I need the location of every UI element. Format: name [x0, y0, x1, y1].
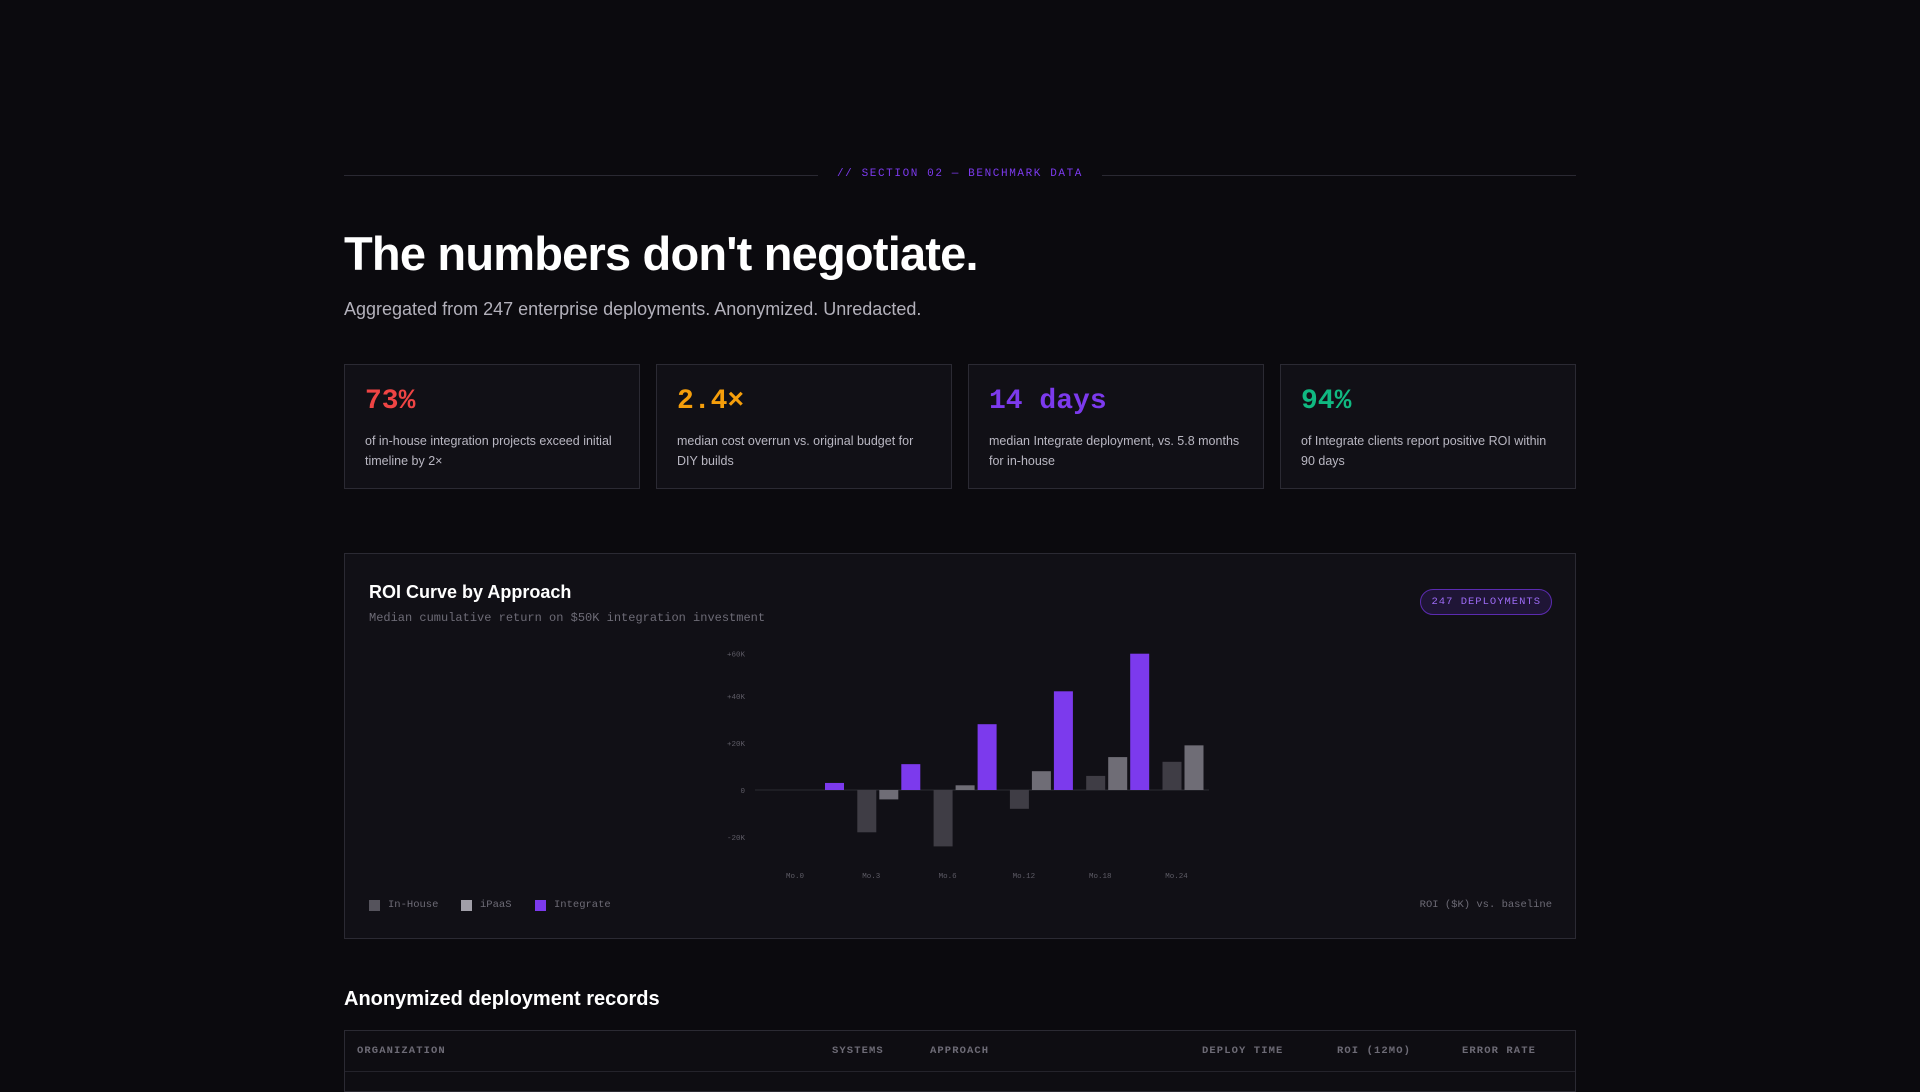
x-tick-label: Mo.24	[1165, 873, 1188, 881]
x-tick-label: Mo.18	[1089, 873, 1112, 881]
section-label: // SECTION 02 — BENCHMARK DATA	[836, 168, 1084, 180]
bar-ipaas-mo24	[1184, 745, 1204, 790]
stat-card: 94% of Integrate clients report positive…	[1280, 364, 1576, 489]
column-header-organization[interactable]: ORGANIZATION	[357, 1045, 446, 1057]
column-header-systems[interactable]: SYSTEMS	[832, 1045, 884, 1057]
x-tick-label: Mo.6	[939, 873, 958, 881]
column-header-roi[interactable]: ROI (12MO)	[1337, 1045, 1412, 1057]
column-header-approach[interactable]: APPROACH	[930, 1045, 990, 1057]
stat-description: median Integrate deployment, vs. 5.8 mon…	[989, 434, 1240, 468]
records-title: Anonymized deployment records	[344, 988, 660, 1010]
stat-value: 14 days	[989, 386, 1107, 417]
bar-in-house-mo6	[933, 790, 953, 847]
x-tick-label: Mo.3	[862, 873, 881, 881]
divider-rule-left	[344, 175, 818, 176]
stat-description: median cost overrun vs. original budget …	[677, 434, 914, 468]
page-subhead: Aggregated from 247 enterprise deploymen…	[344, 299, 922, 319]
y-tick-label: -20K	[727, 835, 746, 843]
deployments-badge: 247 DEPLOYMENTS	[1420, 589, 1552, 615]
section-divider: // SECTION 02 — BENCHMARK DATA	[344, 168, 1576, 180]
stat-cards: 73% of in-house integration projects exc…	[344, 364, 1576, 489]
legend-label: In-House	[388, 899, 439, 911]
page-headline: The numbers don't negotiate.	[344, 227, 979, 280]
y-tick-label: +60K	[727, 652, 746, 660]
bar-in-house-mo12	[1009, 790, 1029, 809]
bar-ipaas-mo6	[955, 785, 975, 790]
stat-card: 73% of in-house integration projects exc…	[344, 364, 640, 489]
stat-card: 2.4× median cost overrun vs. original bu…	[656, 364, 952, 489]
stat-value: 73%	[365, 386, 416, 417]
chart-title: ROI Curve by Approach	[369, 582, 572, 602]
stat-value: 2.4×	[677, 386, 745, 417]
stat-value: 94%	[1301, 386, 1352, 417]
bar-integrate-mo18	[1130, 653, 1150, 790]
bar-integrate-mo0	[825, 782, 844, 790]
stat-description: of in-house integration projects exceed …	[365, 434, 612, 468]
bar-ipaas-mo3	[879, 790, 899, 800]
legend-swatch	[461, 900, 472, 911]
records-table: ORGANIZATION SYSTEMS APPROACH DEPLOY TIM…	[344, 1030, 1576, 1092]
legend-label: Integrate	[554, 899, 611, 911]
bar-integrate-mo12	[1053, 691, 1073, 790]
bar-in-house-mo18	[1086, 775, 1106, 790]
legend-swatch	[535, 900, 546, 911]
stat-card: 14 days median Integrate deployment, vs.…	[968, 364, 1264, 489]
column-header-deploy-time[interactable]: DEPLOY TIME	[1202, 1045, 1284, 1057]
column-header-error-rate[interactable]: ERROR RATE	[1462, 1045, 1537, 1057]
y-tick-label: +40K	[727, 694, 746, 702]
bar-ipaas-mo12	[1031, 771, 1051, 790]
bar-ipaas-mo18	[1108, 757, 1128, 790]
chart-axis-note: ROI ($K) vs. baseline	[1419, 899, 1552, 911]
legend-label: iPaaS	[480, 899, 512, 911]
bar-integrate-mo6	[977, 724, 997, 790]
chart-subtitle: Median cumulative return on $50K integra…	[369, 611, 766, 625]
y-tick-label: 0	[740, 788, 745, 796]
x-tick-label: Mo.12	[1013, 873, 1036, 881]
roi-chart-card: ROI Curve by Approach Median cumulative …	[344, 553, 1576, 939]
stat-description: of Integrate clients report positive ROI…	[1301, 434, 1547, 468]
roi-bar-chart: +60K +40K +20K 0 -20K Mo.0 Mo.3 Mo.6 Mo.12 Mo.18 M…	[727, 652, 1209, 881]
x-tick-label: Mo.0	[786, 873, 805, 881]
bar-in-house-mo3	[857, 790, 877, 833]
bar-integrate-mo3	[901, 764, 921, 790]
bar-in-house-mo24	[1162, 761, 1182, 790]
y-tick-label: +20K	[727, 741, 746, 749]
legend-swatch	[369, 900, 380, 911]
divider-rule-right	[1102, 175, 1576, 176]
table-header: ORGANIZATION SYSTEMS APPROACH DEPLOY TIM…	[345, 1031, 1575, 1072]
